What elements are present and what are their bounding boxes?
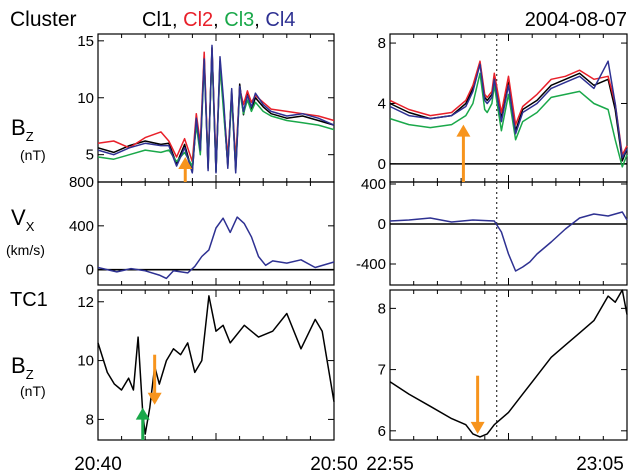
- ytick-label: 0: [86, 262, 94, 279]
- series-line-tc1: [389, 289, 628, 438]
- series-line-cl4: [97, 216, 335, 280]
- panel-tc1-bz-left: 8 10 12: [77, 289, 335, 441]
- ytick-label: 0: [378, 156, 386, 173]
- orange-arrow: [470, 375, 485, 434]
- ytick-label: 8: [378, 300, 386, 317]
- tc1-label: TC1: [10, 289, 48, 311]
- ytick-label: 400: [69, 218, 94, 235]
- tc1-bz-unit: (nT): [20, 383, 46, 399]
- legend-cl4: Cl4: [265, 9, 295, 31]
- ytick-label: 8: [378, 35, 386, 52]
- bz-label: BZ: [11, 115, 34, 144]
- vx-label: VX: [11, 205, 35, 234]
- legend-cl3: Cl3: [224, 9, 254, 31]
- panel-tc1-bz-right: 6 7 8: [378, 289, 628, 441]
- ytick-label: 4: [378, 95, 386, 112]
- date-label: 2004-08-07: [525, 9, 627, 31]
- xtick-left-end: 20:50: [310, 454, 358, 475]
- ytick-label: 5: [86, 147, 94, 164]
- ytick-label: 12: [77, 294, 94, 311]
- panel-cluster-bz-right: 0 4 8: [378, 33, 628, 183]
- ytick-label: 0: [378, 216, 386, 233]
- legend-sep-1: ,: [172, 9, 183, 31]
- orange-arrow: [178, 156, 193, 182]
- ytick-label: 7: [378, 362, 386, 379]
- mission-label: Cluster: [10, 8, 77, 31]
- ytick-label: 800: [69, 174, 94, 191]
- ytick-label: 400: [361, 176, 386, 193]
- orange-arrow: [456, 124, 471, 182]
- panel-cluster-vx-left: 0 400 800: [69, 174, 335, 286]
- series-line-cl4: [389, 211, 628, 272]
- bz-unit: (nT): [20, 147, 46, 163]
- panel-frame: [389, 33, 628, 183]
- green-arrow: [135, 407, 150, 440]
- series-line-cl4: [389, 60, 628, 159]
- legend-sep-3: ,: [254, 9, 265, 31]
- spacecraft-legend: Cl1, Cl2, Cl3, Cl4: [142, 9, 295, 31]
- tc1-bz-label: BZ: [11, 353, 34, 382]
- orange-arrow: [147, 354, 162, 405]
- panel-cluster-bz-left: 5 10 15: [77, 33, 335, 183]
- xtick-right-start: 22:55: [366, 454, 414, 475]
- series-line-tc1: [97, 295, 335, 435]
- panel-frame: [389, 289, 628, 441]
- series-line-cl2: [389, 60, 628, 156]
- ytick-label: 6: [378, 423, 386, 440]
- series-line-cl4: [97, 44, 335, 174]
- series-line-cl3: [389, 72, 628, 168]
- ytick-label: 15: [77, 33, 94, 50]
- legend-sep-2: ,: [213, 9, 224, 31]
- panel-frame: [97, 289, 335, 441]
- ytick-label: 8: [86, 411, 94, 428]
- panels-layer: 5 10 15 0 4 8 0 400 800 -400 0 400 8 10 12 6 7 8: [69, 33, 628, 441]
- ytick-label: 10: [77, 90, 94, 107]
- ytick-label: -400: [356, 256, 386, 273]
- xtick-left-start: 20:40: [74, 454, 122, 475]
- legend-cl1: Cl1: [142, 9, 172, 31]
- xtick-right-end: 23:05: [576, 454, 624, 475]
- legend-cl2: Cl2: [183, 9, 213, 31]
- vx-unit: (km/s): [6, 242, 45, 258]
- panel-frame: [389, 181, 628, 286]
- panel-cluster-vx-right: -400 0 400: [356, 176, 628, 286]
- ytick-label: 10: [77, 353, 94, 370]
